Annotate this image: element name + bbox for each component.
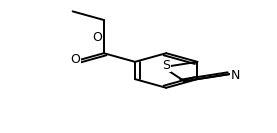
Text: N: N <box>230 69 240 82</box>
Text: S: S <box>163 59 170 72</box>
Text: O: O <box>70 53 80 66</box>
Text: O: O <box>93 31 102 44</box>
